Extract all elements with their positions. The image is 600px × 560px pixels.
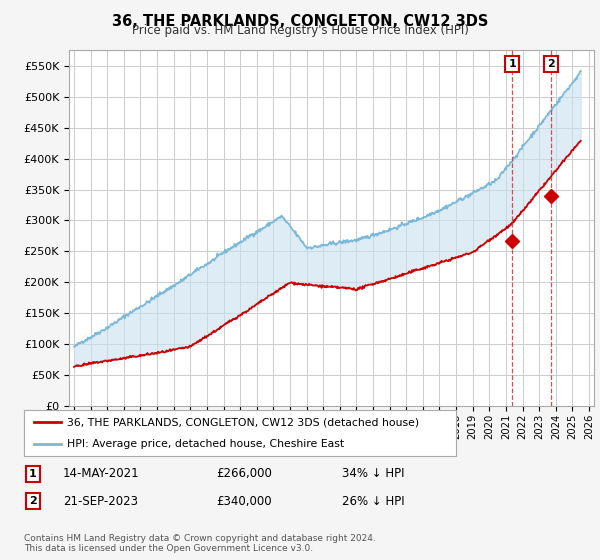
- Text: 34% ↓ HPI: 34% ↓ HPI: [342, 467, 404, 480]
- Text: 2: 2: [547, 59, 555, 69]
- Text: £340,000: £340,000: [216, 494, 272, 508]
- Text: 14-MAY-2021: 14-MAY-2021: [63, 467, 140, 480]
- Text: 1: 1: [508, 59, 516, 69]
- Text: 21-SEP-2023: 21-SEP-2023: [63, 494, 138, 508]
- Text: Contains HM Land Registry data © Crown copyright and database right 2024.
This d: Contains HM Land Registry data © Crown c…: [24, 534, 376, 553]
- Text: 26% ↓ HPI: 26% ↓ HPI: [342, 494, 404, 508]
- Text: 36, THE PARKLANDS, CONGLETON, CW12 3DS: 36, THE PARKLANDS, CONGLETON, CW12 3DS: [112, 14, 488, 29]
- Text: HPI: Average price, detached house, Cheshire East: HPI: Average price, detached house, Ches…: [67, 440, 344, 450]
- Text: 2: 2: [29, 496, 37, 506]
- Text: 1: 1: [29, 469, 37, 479]
- Text: £266,000: £266,000: [216, 467, 272, 480]
- Text: Price paid vs. HM Land Registry's House Price Index (HPI): Price paid vs. HM Land Registry's House …: [131, 24, 469, 36]
- Text: 36, THE PARKLANDS, CONGLETON, CW12 3DS (detached house): 36, THE PARKLANDS, CONGLETON, CW12 3DS (…: [67, 417, 419, 427]
